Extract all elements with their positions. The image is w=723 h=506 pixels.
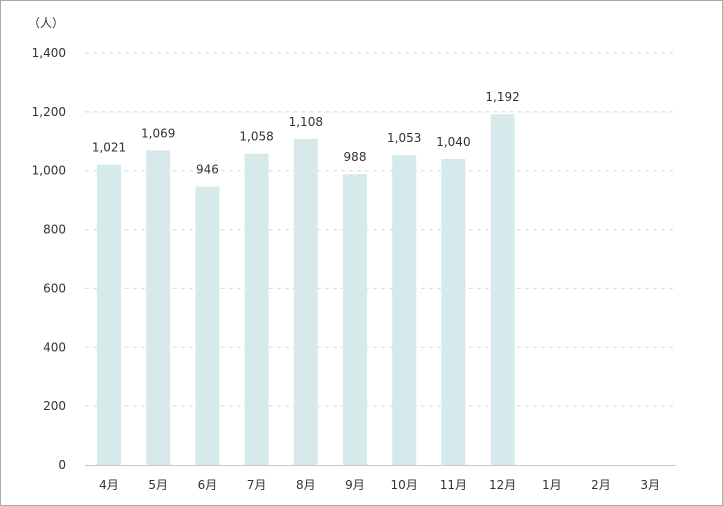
bar <box>293 138 318 465</box>
y-tick-label: 200 <box>43 399 66 413</box>
x-tick-label: 3月 <box>640 478 660 492</box>
data-labels: 1,021 1,069 946 1,058 1,108 988 1,053 1,040 1,19… <box>92 90 520 176</box>
bar <box>97 164 121 465</box>
y-tick-label: 800 <box>43 223 66 237</box>
y-tick-label: 1,400 <box>32 46 66 60</box>
y-tick-label: 400 <box>43 340 66 354</box>
data-label: 1,058 <box>239 130 273 144</box>
y-axis-unit-label: （人） <box>28 16 64 30</box>
data-label: 946 <box>196 163 219 177</box>
bar <box>244 153 269 465</box>
x-tick-label: 9月 <box>345 478 365 492</box>
bar <box>343 174 367 465</box>
y-tick-label: 0 <box>58 458 66 472</box>
y-tick-label: 1,200 <box>32 105 66 119</box>
data-label: 988 <box>344 150 367 164</box>
bar <box>490 114 515 465</box>
x-axis-ticks: 4月 5月 6月 7月 8月 9月 10月 11月 12月 1月 2月 3月 <box>99 478 660 492</box>
bar <box>146 150 171 465</box>
data-label: 1,021 <box>92 141 126 155</box>
bar-series <box>97 114 515 466</box>
x-tick-label: 2月 <box>591 478 611 492</box>
x-tick-label: 10月 <box>391 478 418 492</box>
x-tick-label: 4月 <box>99 478 119 492</box>
bar <box>392 155 417 466</box>
gridlines <box>85 52 676 407</box>
bar <box>195 186 220 465</box>
data-label: 1,108 <box>289 115 323 129</box>
x-tick-label: 6月 <box>198 478 218 492</box>
data-label: 1,040 <box>436 135 470 149</box>
y-axis-ticks: 0 200 400 600 800 1,000 1,200 1,400 <box>32 46 66 472</box>
data-label: 1,192 <box>485 90 519 104</box>
data-label: 1,069 <box>141 126 175 140</box>
x-tick-label: 12月 <box>489 478 516 492</box>
bar <box>441 158 466 465</box>
x-tick-label: 1月 <box>542 478 562 492</box>
x-tick-label: 5月 <box>148 478 168 492</box>
x-tick-label: 11月 <box>440 478 467 492</box>
data-label: 1,053 <box>387 131 421 145</box>
x-tick-label: 8月 <box>296 478 316 492</box>
y-tick-label: 1,000 <box>32 164 66 178</box>
x-tick-label: 7月 <box>247 478 267 492</box>
y-tick-label: 600 <box>43 281 66 295</box>
